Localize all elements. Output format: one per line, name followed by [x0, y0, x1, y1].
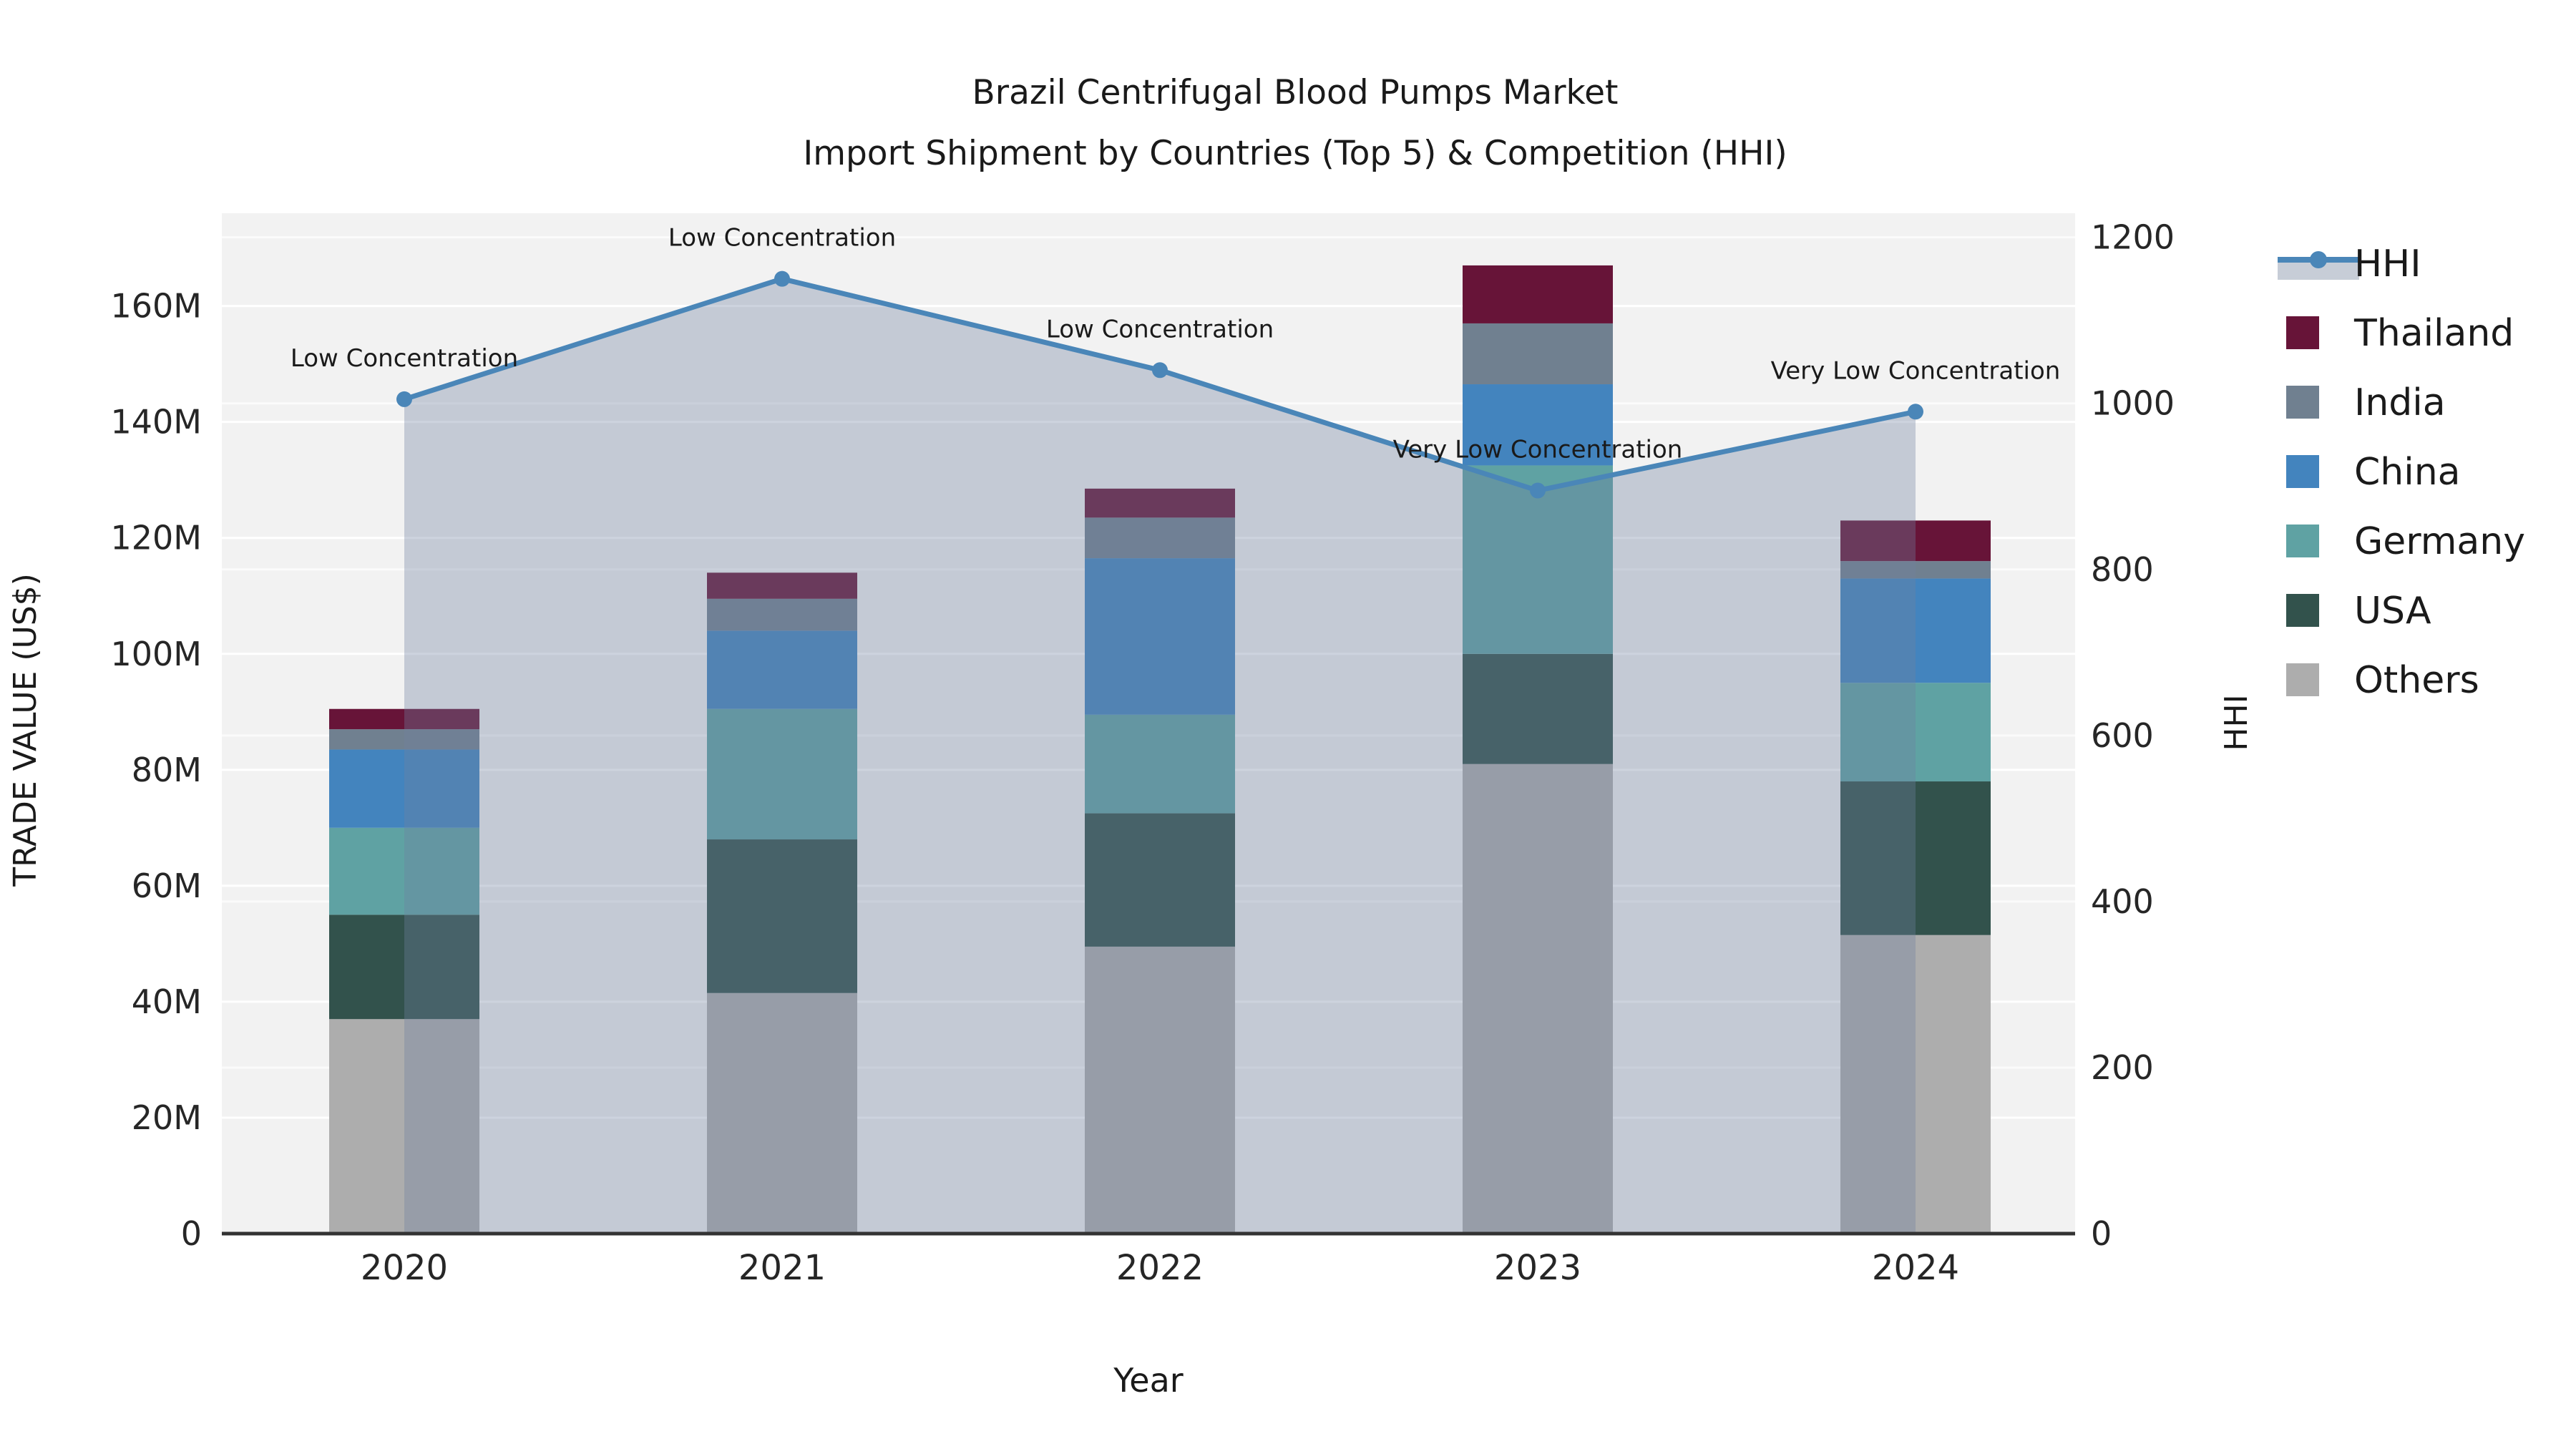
annotation-2022: Low Concentration	[1046, 315, 1274, 343]
legend-swatch-china	[2286, 455, 2319, 488]
legend-item-hhi: HHI	[2278, 243, 2421, 286]
bar-segment-india-2022	[1085, 517, 1235, 559]
y-tick-label-left: 20M	[132, 1098, 202, 1137]
hhi-area-layer	[404, 278, 1916, 1234]
hhi-marker-2020	[396, 391, 412, 407]
bar-segment-thailand-2024	[1840, 520, 1991, 562]
bar-segment-others-2024	[1840, 935, 1991, 1234]
legend-item-others: Others	[2286, 659, 2479, 702]
bar-segment-thailand-2023	[1463, 265, 1613, 323]
bar-segment-germany-2024	[1840, 683, 1991, 782]
y-tick-label-right: 0	[2091, 1214, 2112, 1253]
hhi-marker-2023	[1530, 482, 1546, 499]
bar-segment-usa-2023	[1463, 653, 1613, 764]
bar-segment-china-2020	[329, 749, 479, 828]
y-tick-label-left: 100M	[111, 635, 203, 673]
legend-label-usa: USA	[2354, 590, 2431, 633]
tick-label-layer: 0 20M 40M 60M 80M 100M 120M 140M 160M 0 200 400 600 8…	[111, 218, 2175, 1288]
bar-segment-others-2021	[707, 992, 857, 1234]
y-tick-label-left: 0	[181, 1214, 202, 1253]
annotation-2020: Low Concentration	[291, 344, 518, 373]
bar-segment-thailand-2021	[707, 572, 857, 599]
legend-item-thailand: Thailand	[2286, 312, 2514, 355]
legend-swatch-usa	[2286, 594, 2319, 627]
x-tick-label-2020: 2020	[361, 1248, 448, 1288]
hhi-line-layer	[396, 270, 1923, 499]
bar-segment-usa-2020	[329, 914, 479, 1020]
y-tick-label-left: 60M	[132, 867, 202, 905]
bar-segment-china-2022	[1085, 558, 1235, 715]
bar-segment-germany-2021	[707, 708, 857, 840]
hhi-marker-2022	[1152, 362, 1168, 379]
legend-item-china: China	[2286, 451, 2461, 494]
annotation-2024: Very Low Concentration	[1771, 356, 2061, 385]
y-tick-label-right: 400	[2091, 882, 2154, 921]
y-tick-label-left: 160M	[111, 287, 203, 326]
legend-swatch-germany	[2286, 525, 2319, 557]
legend-swatch-india	[2286, 386, 2319, 419]
bar-segment-others-2022	[1085, 946, 1235, 1234]
chart-title-line-1: Brazil Centrifugal Blood Pumps Market	[972, 73, 1619, 112]
bar-segment-others-2023	[1463, 763, 1613, 1234]
y-tick-label-left: 120M	[111, 519, 203, 557]
bar-segment-india-2021	[707, 598, 857, 631]
bar-segment-india-2023	[1463, 323, 1613, 385]
chart-title-line-2: Import Shipment by Countries (Top 5) & C…	[803, 134, 1787, 173]
legend-label-others: Others	[2354, 659, 2479, 702]
y-axis-title-right: HHI	[2218, 694, 2255, 751]
y-tick-label-right: 1200	[2091, 218, 2175, 257]
legend-swatch-thailand	[2286, 316, 2319, 349]
x-tick-label-2021: 2021	[738, 1248, 826, 1288]
bar-segment-usa-2021	[707, 839, 857, 993]
legend-item-india: India	[2286, 381, 2446, 424]
y-tick-label-left: 40M	[132, 982, 202, 1021]
legend-item-usa: USA	[2286, 590, 2431, 633]
bar-segment-india-2024	[1840, 561, 1991, 579]
y-tick-label-right: 600	[2091, 716, 2154, 755]
x-axis-title: Year	[1113, 1361, 1183, 1400]
legend-label-india: India	[2354, 381, 2446, 424]
hhi-marker-2024	[1908, 404, 1923, 420]
legend-layer: HHI Thailand India China Germany USA Others	[2278, 243, 2525, 702]
legend-label-thailand: Thailand	[2353, 312, 2514, 355]
legend-item-germany: Germany	[2286, 520, 2525, 563]
bar-segment-usa-2022	[1085, 813, 1235, 947]
bar-segment-china-2024	[1840, 578, 1991, 683]
bar-segment-germany-2022	[1085, 714, 1235, 814]
legend-swatch-others	[2286, 663, 2319, 696]
annotation-layer: Low Concentration Low Concentration Low Co…	[291, 224, 2061, 464]
legend-label-germany: Germany	[2354, 520, 2525, 563]
hhi-marker-2021	[774, 270, 790, 287]
y-tick-label-left: 80M	[132, 751, 202, 789]
bar-segment-thailand-2020	[329, 708, 479, 730]
y-tick-label-right: 1000	[2091, 384, 2175, 423]
stacked-bars-layer	[329, 265, 1991, 1234]
bar-segment-thailand-2022	[1085, 488, 1235, 518]
annotation-2023: Very Low Concentration	[1393, 436, 1683, 464]
legend-hhi-marker-icon	[2310, 251, 2327, 268]
x-tick-label-2023: 2023	[1494, 1248, 1581, 1288]
y-axis-title-left: TRADE VALUE (US$)	[7, 573, 44, 887]
bar-segment-china-2021	[707, 630, 857, 709]
bar-segment-others-2020	[329, 1019, 479, 1234]
y-tick-label-right: 800	[2091, 550, 2154, 589]
bar-segment-china-2023	[1463, 384, 1613, 466]
x-tick-label-2024: 2024	[1872, 1248, 1959, 1288]
bar-segment-usa-2024	[1840, 781, 1991, 935]
hhi-area-fill	[404, 278, 1916, 1234]
legend-label-hhi: HHI	[2354, 243, 2421, 286]
bar-segment-india-2020	[329, 729, 479, 750]
bar-segment-germany-2020	[329, 827, 479, 915]
annotation-2021: Low Concentration	[668, 224, 896, 253]
legend-label-china: China	[2354, 451, 2461, 494]
y-tick-label-right: 200	[2091, 1048, 2154, 1087]
y-tick-label-left: 140M	[111, 403, 203, 441]
x-tick-label-2022: 2022	[1116, 1248, 1204, 1288]
